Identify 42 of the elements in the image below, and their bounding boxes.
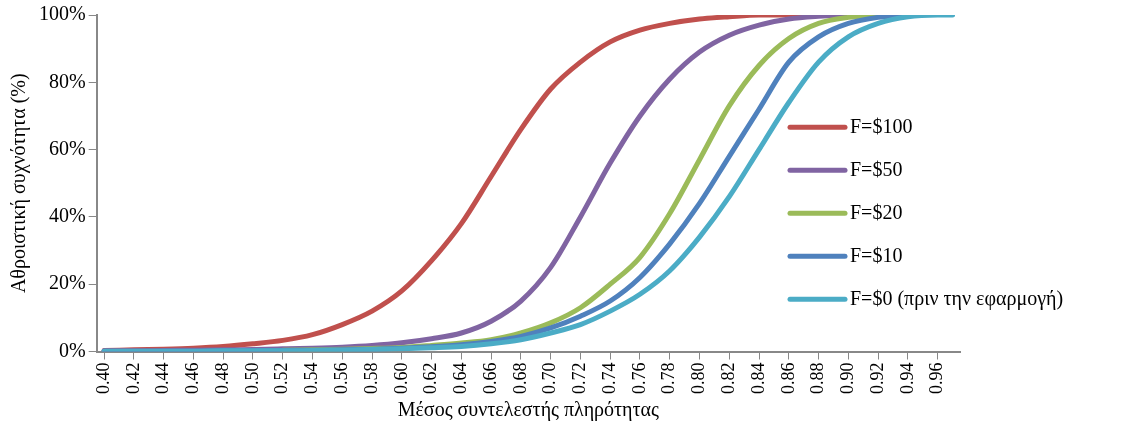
x-tick-label: 0.64 — [450, 362, 471, 394]
y-tick-label: 80% — [48, 69, 86, 92]
x-tick-label: 0.68 — [509, 362, 530, 394]
x-tick-label: 0.78 — [658, 362, 679, 394]
x-tick-label: 0.92 — [866, 362, 887, 394]
x-tick-label: 0.48 — [211, 362, 232, 394]
x-tick-label: 0.96 — [926, 362, 947, 394]
y-tick-label: 60% — [48, 136, 86, 159]
legend-label: F=$100 — [850, 114, 913, 137]
y-tick-label: 20% — [48, 271, 86, 294]
x-tick-label: 0.62 — [420, 362, 441, 394]
x-tick-label: 0.56 — [331, 362, 351, 394]
x-tick-label: 0.72 — [569, 362, 590, 394]
y-tick-label: 40% — [48, 204, 86, 227]
x-tick-label: 0.86 — [777, 362, 798, 394]
legend-label: F=$50 — [850, 157, 903, 180]
x-tick-label: 0.76 — [628, 362, 649, 394]
x-tick-label: 0.46 — [182, 362, 203, 394]
x-tick-label: 0.52 — [271, 362, 292, 394]
x-tick-label: 0.70 — [539, 362, 560, 394]
x-tick-label: 0.44 — [152, 362, 173, 394]
x-tick-label: 0.42 — [122, 362, 143, 394]
y-tick-label: 100% — [38, 2, 86, 25]
legend-label: F=$0 (πριν την εφαρμογή) — [850, 286, 1064, 310]
x-tick-label: 0.90 — [837, 362, 858, 394]
x-tick-label: 0.54 — [301, 362, 322, 394]
x-tick-label: 0.40 — [92, 362, 113, 394]
x-tick-label: 0.80 — [688, 362, 709, 394]
x-tick-label: 0.60 — [390, 362, 411, 394]
x-tick-label: 0.66 — [479, 362, 500, 394]
x-tick-label: 0.88 — [807, 362, 828, 394]
y-tick-label: 0% — [58, 338, 86, 361]
x-tick-label: 0.58 — [360, 362, 381, 394]
x-tick-label: 0.84 — [747, 362, 768, 394]
legend-label: F=$20 — [850, 200, 903, 223]
x-axis-title: Μέσος συντελεστής πληρότητας — [397, 398, 660, 422]
y-axis-title: Αθροιστική συχνότητα (%) — [7, 73, 31, 294]
x-tick-label: 0.74 — [598, 362, 619, 394]
x-tick-label: 0.94 — [896, 362, 917, 394]
x-tick-label: 0.50 — [241, 362, 262, 394]
x-tick-label: 0.82 — [718, 362, 739, 394]
legend-label: F=$10 — [850, 243, 903, 266]
